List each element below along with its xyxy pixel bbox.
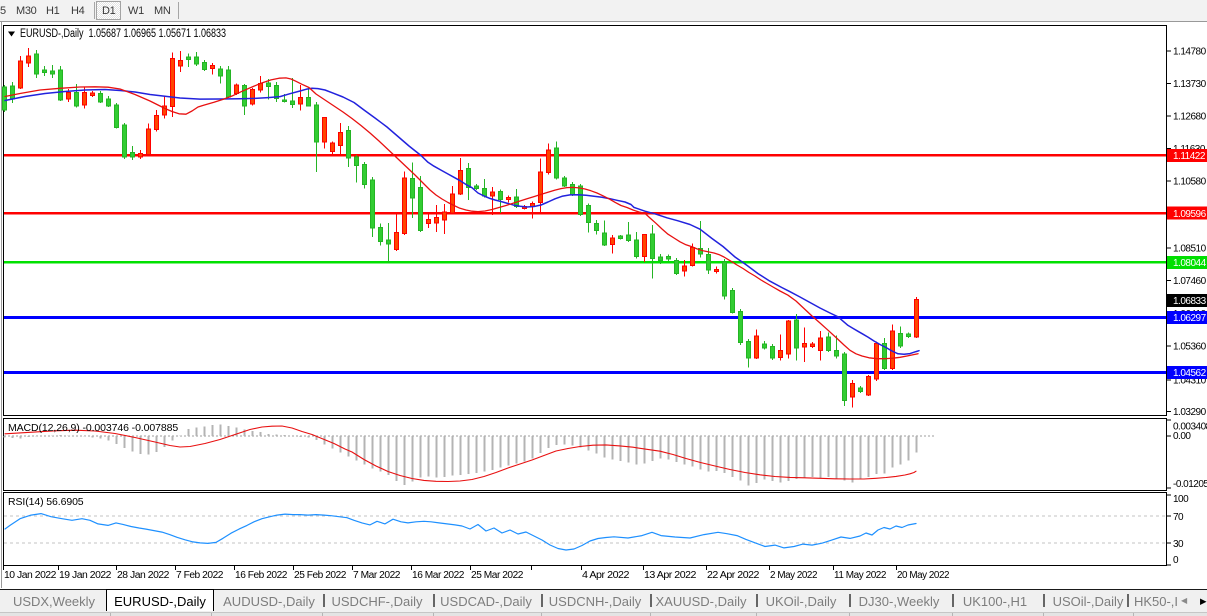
svg-text:1.08044: 1.08044 bbox=[1173, 258, 1207, 269]
svg-text:1.13730: 1.13730 bbox=[1173, 79, 1207, 90]
svg-text:22 Apr 2022: 22 Apr 2022 bbox=[707, 570, 760, 581]
svg-text:4 Apr 2022: 4 Apr 2022 bbox=[582, 570, 630, 581]
svg-text:0.00: 0.00 bbox=[1173, 431, 1191, 442]
svg-text:7 Mar 2022: 7 Mar 2022 bbox=[353, 570, 401, 581]
svg-text:1.04310: 1.04310 bbox=[1173, 376, 1207, 387]
svg-text:1.10580: 1.10580 bbox=[1173, 177, 1207, 188]
svg-text:1.09596: 1.09596 bbox=[1173, 209, 1207, 220]
svg-text:28 Jan 2022: 28 Jan 2022 bbox=[117, 570, 170, 581]
svg-text:19 Jan 2022: 19 Jan 2022 bbox=[59, 570, 112, 581]
svg-text:MACD(12,26,9) -0.003746 -0.007: MACD(12,26,9) -0.003746 -0.007885 bbox=[8, 422, 178, 434]
svg-text:EURUSD-,Daily 1.05687 1.06965: EURUSD-,Daily 1.05687 1.06965 1.05671 1.… bbox=[20, 28, 226, 40]
svg-text:1.07460: 1.07460 bbox=[1173, 276, 1207, 287]
svg-text:0.003408: 0.003408 bbox=[1173, 421, 1207, 432]
svg-text:13 Apr 2022: 13 Apr 2022 bbox=[644, 570, 697, 581]
svg-text:16 Mar 2022: 16 Mar 2022 bbox=[412, 570, 465, 581]
svg-text:1.12680: 1.12680 bbox=[1173, 112, 1207, 123]
svg-text:11 May 2022: 11 May 2022 bbox=[834, 570, 887, 581]
svg-text:100: 100 bbox=[1173, 494, 1189, 505]
svg-text:1.03290: 1.03290 bbox=[1173, 407, 1207, 418]
svg-text:16 Feb 2022: 16 Feb 2022 bbox=[235, 570, 288, 581]
svg-text:1.14780: 1.14780 bbox=[1173, 47, 1207, 58]
svg-text:10 Jan 2022: 10 Jan 2022 bbox=[4, 570, 57, 581]
svg-text:30: 30 bbox=[1173, 539, 1184, 550]
svg-text:RSI(14) 56.6905: RSI(14) 56.6905 bbox=[8, 496, 84, 508]
svg-text:1.08510: 1.08510 bbox=[1173, 244, 1207, 255]
svg-text:7 Feb 2022: 7 Feb 2022 bbox=[176, 570, 224, 581]
svg-text:25 Feb 2022: 25 Feb 2022 bbox=[294, 570, 347, 581]
svg-text:0: 0 bbox=[1173, 555, 1179, 566]
svg-text:2 May 2022: 2 May 2022 bbox=[770, 570, 818, 581]
svg-text:1.06297: 1.06297 bbox=[1173, 313, 1207, 324]
svg-text:1.06833: 1.06833 bbox=[1173, 296, 1207, 307]
svg-text:1.05360: 1.05360 bbox=[1173, 342, 1207, 353]
svg-text:25 Mar 2022: 25 Mar 2022 bbox=[471, 570, 524, 581]
svg-text:70: 70 bbox=[1173, 512, 1184, 523]
svg-text:1.04562: 1.04562 bbox=[1173, 368, 1207, 379]
svg-text:-0.012055: -0.012055 bbox=[1173, 479, 1207, 490]
svg-text:20 May 2022: 20 May 2022 bbox=[897, 570, 950, 581]
svg-text:1.11422: 1.11422 bbox=[1173, 151, 1206, 162]
